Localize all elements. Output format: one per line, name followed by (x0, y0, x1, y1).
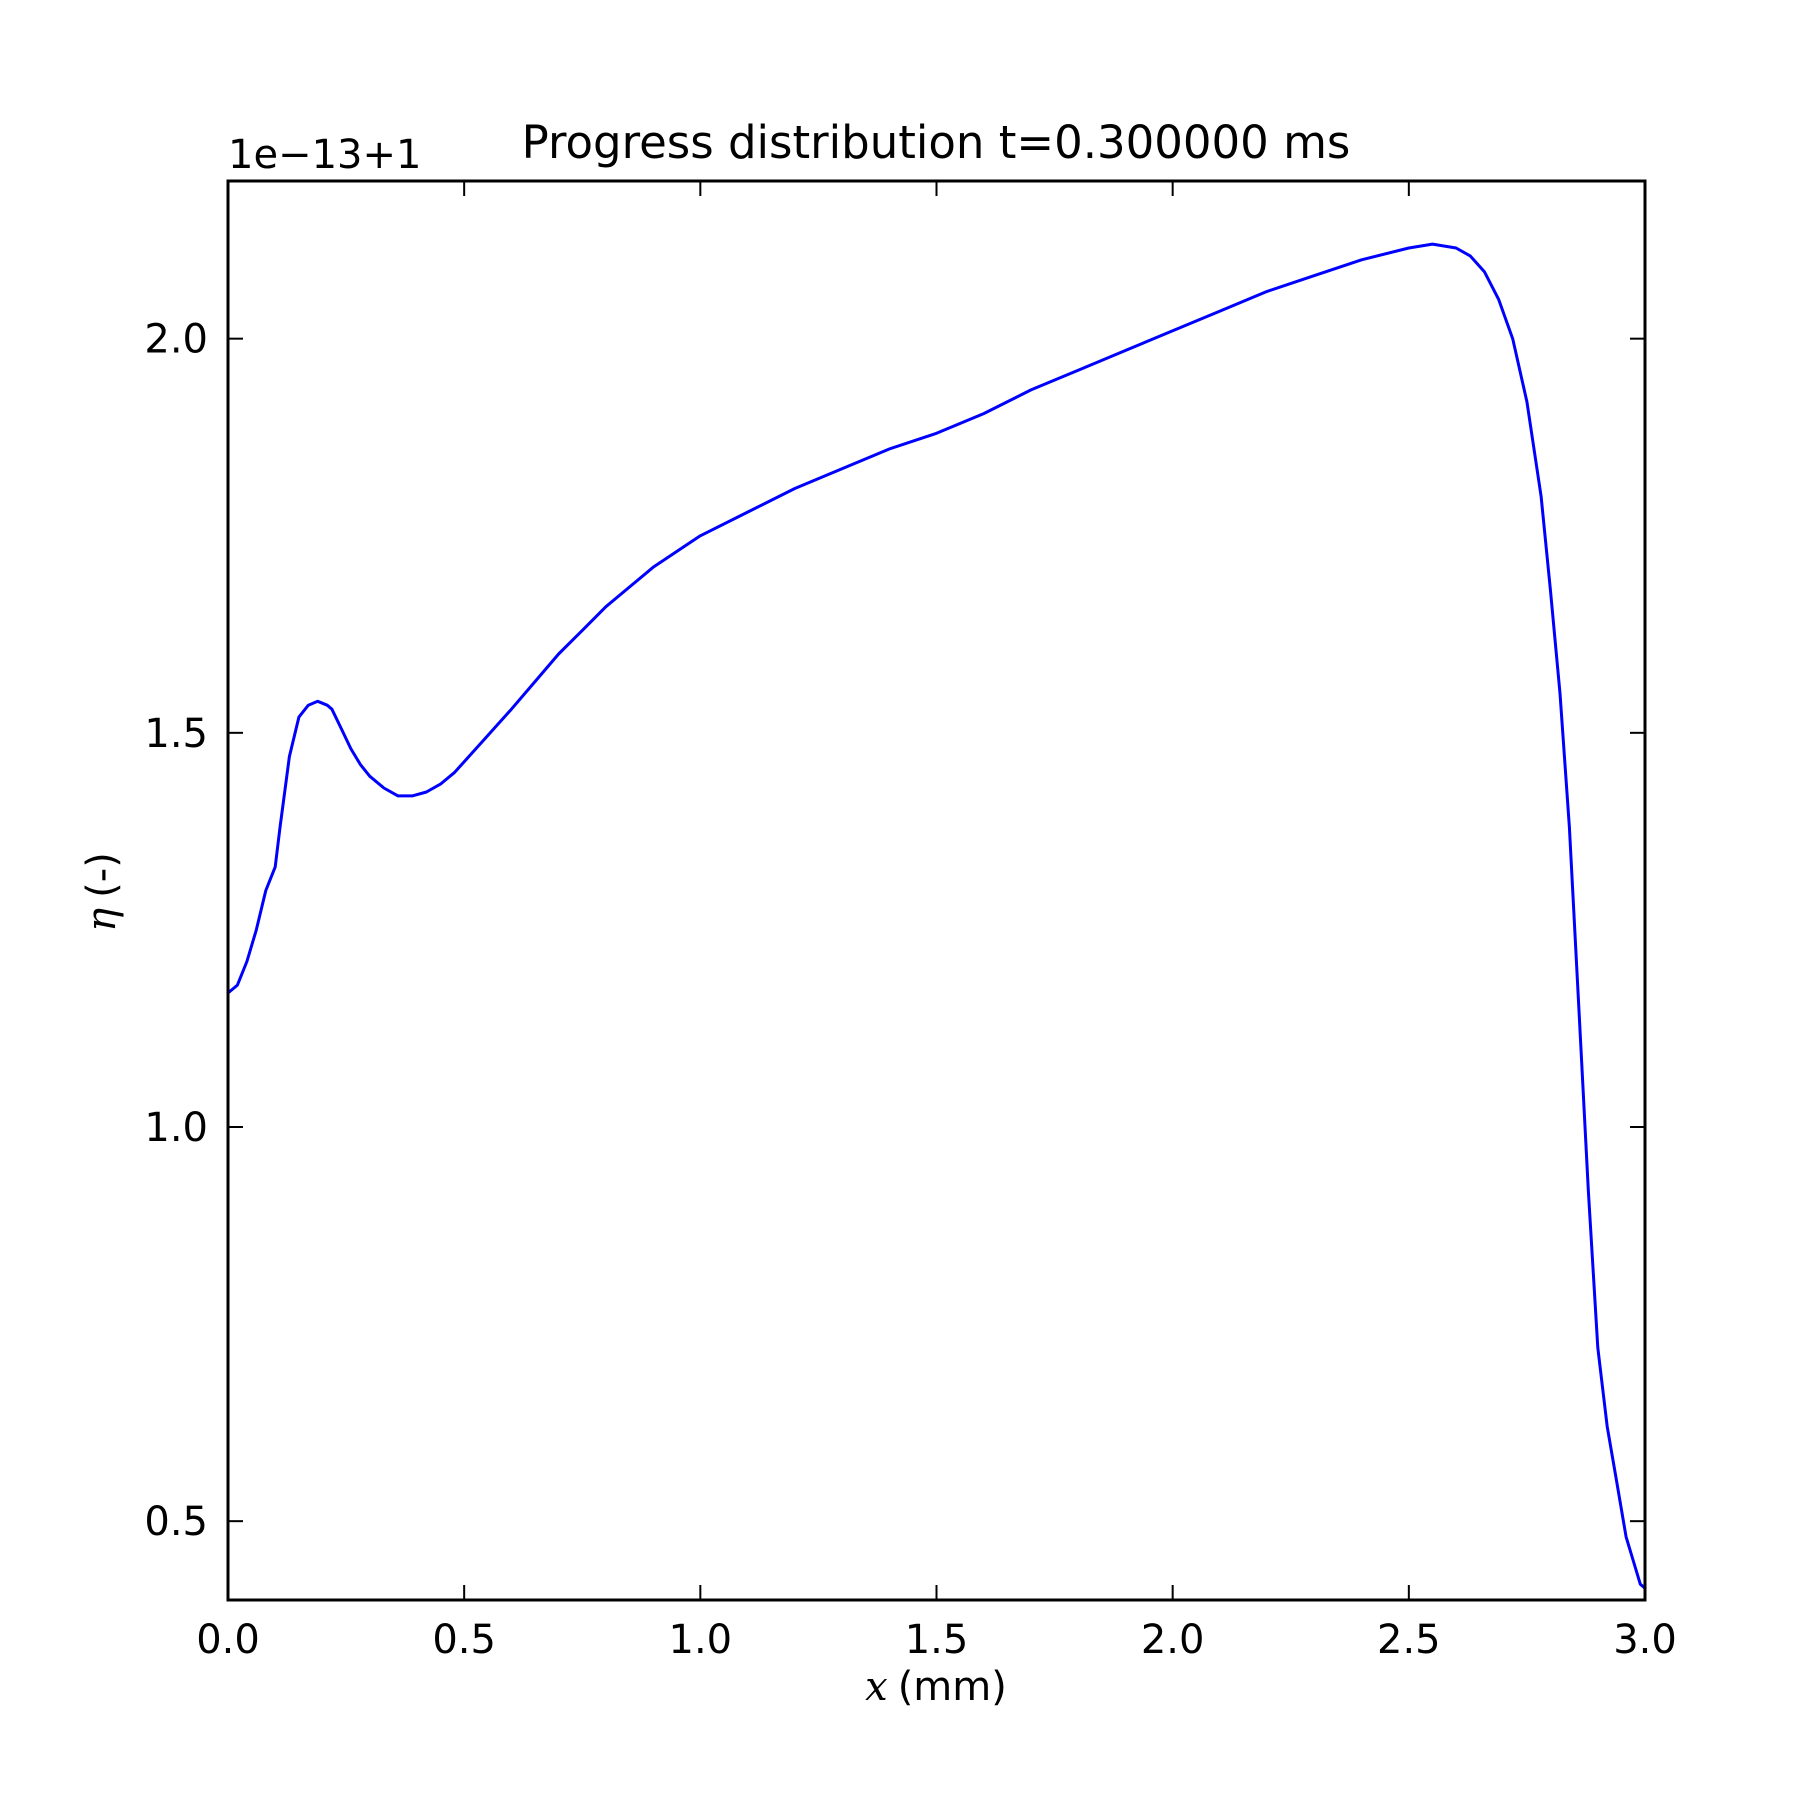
ticks-layer: 0.0 0.5 1.0 1.5 2.0 2.5 3.0 0.5 1.0 1.5 2.0 (144, 181, 1677, 1663)
y-tick-label: 1.5 (144, 711, 208, 757)
y-axis-label: η (-) (79, 852, 125, 932)
plot-area (228, 181, 1645, 1600)
series-layer (226, 242, 1647, 1590)
plot-frame (226, 179, 1647, 1602)
y-tick-label: 2.0 (144, 317, 208, 363)
x-tick-label: 3.0 (1613, 1617, 1677, 1663)
y-tick-label: 1.0 (144, 1105, 208, 1151)
y-tick-label: 0.5 (144, 1499, 208, 1545)
x-tick-label: 0.0 (196, 1617, 260, 1663)
y-axis-unit: (-) (79, 852, 125, 898)
x-tick-label: 2.0 (1141, 1617, 1205, 1663)
x-tick-label: 2.5 (1377, 1617, 1441, 1663)
x-tick-label: 0.5 (432, 1617, 496, 1663)
x-tick-label: 1.0 (669, 1617, 733, 1663)
chart-title: Progress distribution t=0.300000 ms (522, 116, 1351, 169)
x-axis-variable: x (865, 1664, 888, 1710)
series-line (226, 242, 1647, 1590)
axis-offset-text: 1e−13+1 (228, 132, 421, 178)
y-axis-variable: η (79, 908, 125, 932)
x-axis-label: x (mm) (865, 1664, 1007, 1710)
x-axis-unit: (mm) (898, 1664, 1007, 1710)
x-tick-label: 1.5 (905, 1617, 969, 1663)
